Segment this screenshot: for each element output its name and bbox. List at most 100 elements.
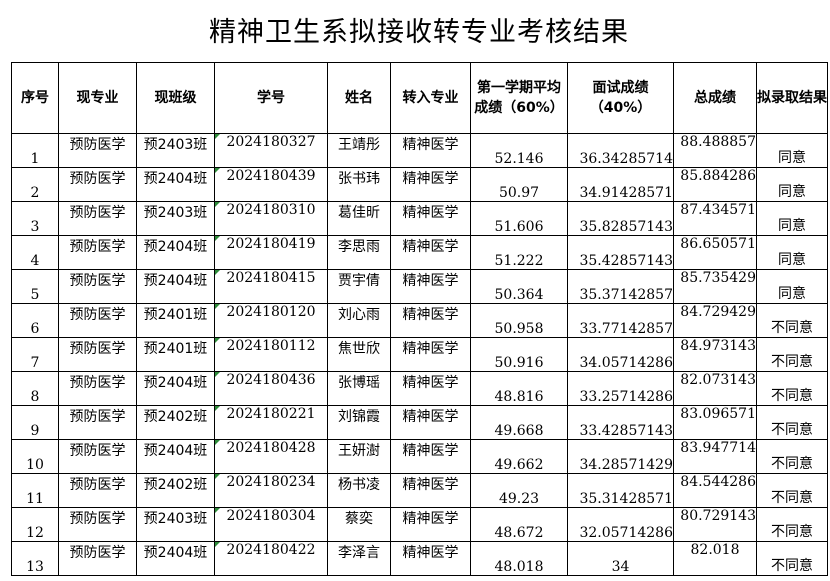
cell-first[interactable]: 49.23: [470, 473, 568, 508]
cell-total[interactable]: 84.729429: [673, 303, 757, 338]
cell-result[interactable]: 不同意: [756, 371, 828, 406]
cell-total[interactable]: 82.073143: [673, 371, 757, 406]
cell-index[interactable]: 3: [11, 201, 59, 236]
cell-class[interactable]: 预2403班: [136, 133, 215, 168]
header-index[interactable]: 序号: [11, 62, 59, 134]
cell-sid[interactable]: 2024180419: [214, 235, 328, 270]
cell-target[interactable]: 精神医学: [390, 133, 471, 168]
cell-class[interactable]: 预2402班: [136, 405, 215, 440]
cell-result[interactable]: 不同意: [756, 303, 828, 338]
cell-class[interactable]: 预2404班: [136, 439, 215, 474]
cell-interview[interactable]: 33.25714286: [567, 371, 674, 406]
cell-interview[interactable]: 34.91428571: [567, 167, 674, 202]
cell-sid[interactable]: 2024180221: [214, 405, 328, 440]
cell-interview[interactable]: 34.05714286: [567, 337, 674, 372]
cell-total[interactable]: 83.947714: [673, 439, 757, 474]
header-interview[interactable]: 面试成绩（40%）: [567, 62, 674, 134]
cell-interview[interactable]: 32.05714286: [567, 507, 674, 542]
cell-target[interactable]: 精神医学: [390, 167, 471, 202]
cell-sid[interactable]: 2024180327: [214, 133, 328, 168]
cell-first[interactable]: 51.222: [470, 235, 568, 270]
cell-result[interactable]: 同意: [756, 201, 828, 236]
cell-class[interactable]: 预2404班: [136, 167, 215, 202]
cell-sid[interactable]: 2024180234: [214, 473, 328, 508]
cell-name[interactable]: 杨书凌: [327, 473, 391, 508]
cell-class[interactable]: 预2401班: [136, 337, 215, 372]
header-class[interactable]: 现班级: [136, 62, 215, 134]
cell-sid[interactable]: 2024180112: [214, 337, 328, 372]
cell-class[interactable]: 预2402班: [136, 473, 215, 508]
cell-index[interactable]: 12: [11, 507, 59, 542]
cell-class[interactable]: 预2401班: [136, 303, 215, 338]
cell-target[interactable]: 精神医学: [390, 507, 471, 542]
cell-result[interactable]: 不同意: [756, 439, 828, 474]
cell-target[interactable]: 精神医学: [390, 337, 471, 372]
cell-class[interactable]: 预2403班: [136, 507, 215, 542]
cell-name[interactable]: 张书玮: [327, 167, 391, 202]
cell-result[interactable]: 同意: [756, 167, 828, 202]
cell-total[interactable]: 85.884286: [673, 167, 757, 202]
cell-name[interactable]: 李思雨: [327, 235, 391, 270]
cell-name[interactable]: 葛佳昕: [327, 201, 391, 236]
cell-major[interactable]: 预防医学: [58, 439, 137, 474]
cell-target[interactable]: 精神医学: [390, 405, 471, 440]
cell-interview[interactable]: 33.42857143: [567, 405, 674, 440]
cell-index[interactable]: 9: [11, 405, 59, 440]
cell-index[interactable]: 1: [11, 133, 59, 168]
cell-first[interactable]: 49.668: [470, 405, 568, 440]
cell-target[interactable]: 精神医学: [390, 473, 471, 508]
cell-total[interactable]: 85.735429: [673, 269, 757, 304]
cell-target[interactable]: 精神医学: [390, 201, 471, 236]
cell-major[interactable]: 预防医学: [58, 167, 137, 202]
cell-class[interactable]: 预2404班: [136, 269, 215, 304]
cell-index[interactable]: 11: [11, 473, 59, 508]
cell-index[interactable]: 10: [11, 439, 59, 474]
cell-name[interactable]: 蔡奕: [327, 507, 391, 542]
cell-class[interactable]: 预2404班: [136, 541, 215, 576]
cell-sid[interactable]: 2024180439: [214, 167, 328, 202]
cell-index[interactable]: 4: [11, 235, 59, 270]
cell-name[interactable]: 贾宇倩: [327, 269, 391, 304]
cell-class[interactable]: 预2404班: [136, 235, 215, 270]
cell-first[interactable]: 50.916: [470, 337, 568, 372]
cell-first[interactable]: 50.364: [470, 269, 568, 304]
cell-sid[interactable]: 2024180422: [214, 541, 328, 576]
header-name[interactable]: 姓名: [327, 62, 391, 134]
cell-target[interactable]: 精神医学: [390, 303, 471, 338]
cell-major[interactable]: 预防医学: [58, 133, 137, 168]
cell-interview[interactable]: 33.77142857: [567, 303, 674, 338]
cell-result[interactable]: 不同意: [756, 337, 828, 372]
cell-major[interactable]: 预防医学: [58, 405, 137, 440]
cell-first[interactable]: 51.606: [470, 201, 568, 236]
cell-name[interactable]: 张博瑶: [327, 371, 391, 406]
cell-interview[interactable]: 35.82857143: [567, 201, 674, 236]
cell-first[interactable]: 50.958: [470, 303, 568, 338]
cell-major[interactable]: 预防医学: [58, 371, 137, 406]
cell-total[interactable]: 80.729143: [673, 507, 757, 542]
cell-class[interactable]: 预2404班: [136, 371, 215, 406]
cell-total[interactable]: 84.544286: [673, 473, 757, 508]
cell-name[interactable]: 李泽言: [327, 541, 391, 576]
cell-result[interactable]: 不同意: [756, 507, 828, 542]
cell-index[interactable]: 2: [11, 167, 59, 202]
header-major[interactable]: 现专业: [58, 62, 137, 134]
header-target[interactable]: 转入专业: [390, 62, 471, 134]
cell-major[interactable]: 预防医学: [58, 303, 137, 338]
cell-result[interactable]: 不同意: [756, 405, 828, 440]
cell-target[interactable]: 精神医学: [390, 439, 471, 474]
cell-major[interactable]: 预防医学: [58, 235, 137, 270]
cell-index[interactable]: 8: [11, 371, 59, 406]
cell-index[interactable]: 6: [11, 303, 59, 338]
cell-class[interactable]: 预2403班: [136, 201, 215, 236]
cell-result[interactable]: 同意: [756, 235, 828, 270]
cell-name[interactable]: 焦世欣: [327, 337, 391, 372]
cell-total[interactable]: 82.018: [673, 541, 757, 576]
cell-first[interactable]: 48.816: [470, 371, 568, 406]
cell-first[interactable]: 52.146: [470, 133, 568, 168]
cell-interview[interactable]: 35.31428571: [567, 473, 674, 508]
header-total[interactable]: 总成绩: [673, 62, 757, 134]
cell-interview[interactable]: 34.28571429: [567, 439, 674, 474]
cell-target[interactable]: 精神医学: [390, 541, 471, 576]
cell-sid[interactable]: 2024180436: [214, 371, 328, 406]
cell-result[interactable]: 不同意: [756, 473, 828, 508]
